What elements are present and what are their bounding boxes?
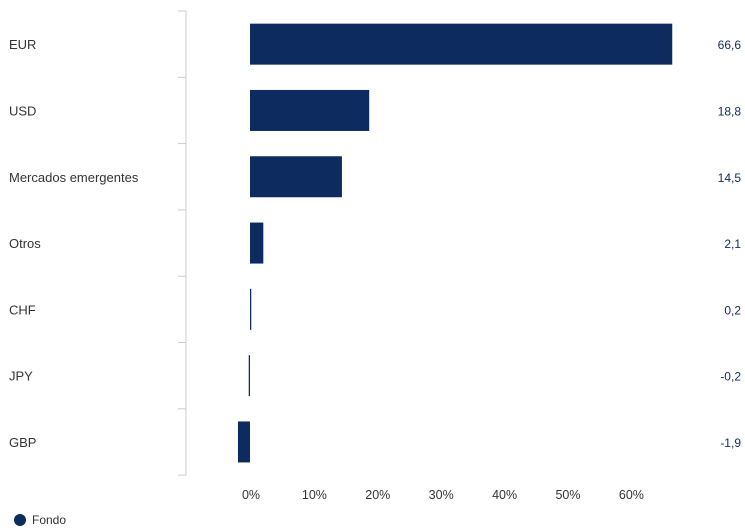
bar-gbp [237,421,250,463]
bar-jpy [248,355,250,397]
value-label: -1,9 [720,436,741,450]
x-tick-label: 10% [302,488,327,502]
category-label: Mercados emergentes [9,170,139,185]
value-label: 14,5 [718,171,742,185]
x-tick-label: 20% [365,488,390,502]
category-label: CHF [9,302,36,317]
category-label: Otros [9,236,41,251]
category-label: USD [9,103,36,118]
x-tick-label: 30% [429,488,454,502]
bar-chf [250,288,252,330]
x-tick-label: 0% [242,488,260,502]
legend-marker [14,514,26,526]
category-label: EUR [9,37,36,52]
value-label: 66,6 [718,38,742,52]
value-label: -0,2 [720,370,741,384]
value-label: 18,8 [718,104,742,118]
legend-label: Fondo [32,513,67,527]
bar-eur [250,23,673,65]
bar-chart: EUR 66,6 USD 18,8 Mercados emergentes 14,5 Otr… [9,10,742,502]
x-tick-label: 40% [492,488,517,502]
x-tick-label: 60% [619,488,644,502]
bar-usd [250,89,370,131]
bar-otros [250,222,264,264]
bar-mercados-emergentes [250,156,342,198]
legend: Fondo [14,513,66,527]
x-tick-label: 50% [555,488,580,502]
category-label: JPY [9,369,33,384]
value-label: 0,2 [724,303,741,317]
category-label: GBP [9,435,36,450]
value-label: 2,1 [724,237,741,251]
